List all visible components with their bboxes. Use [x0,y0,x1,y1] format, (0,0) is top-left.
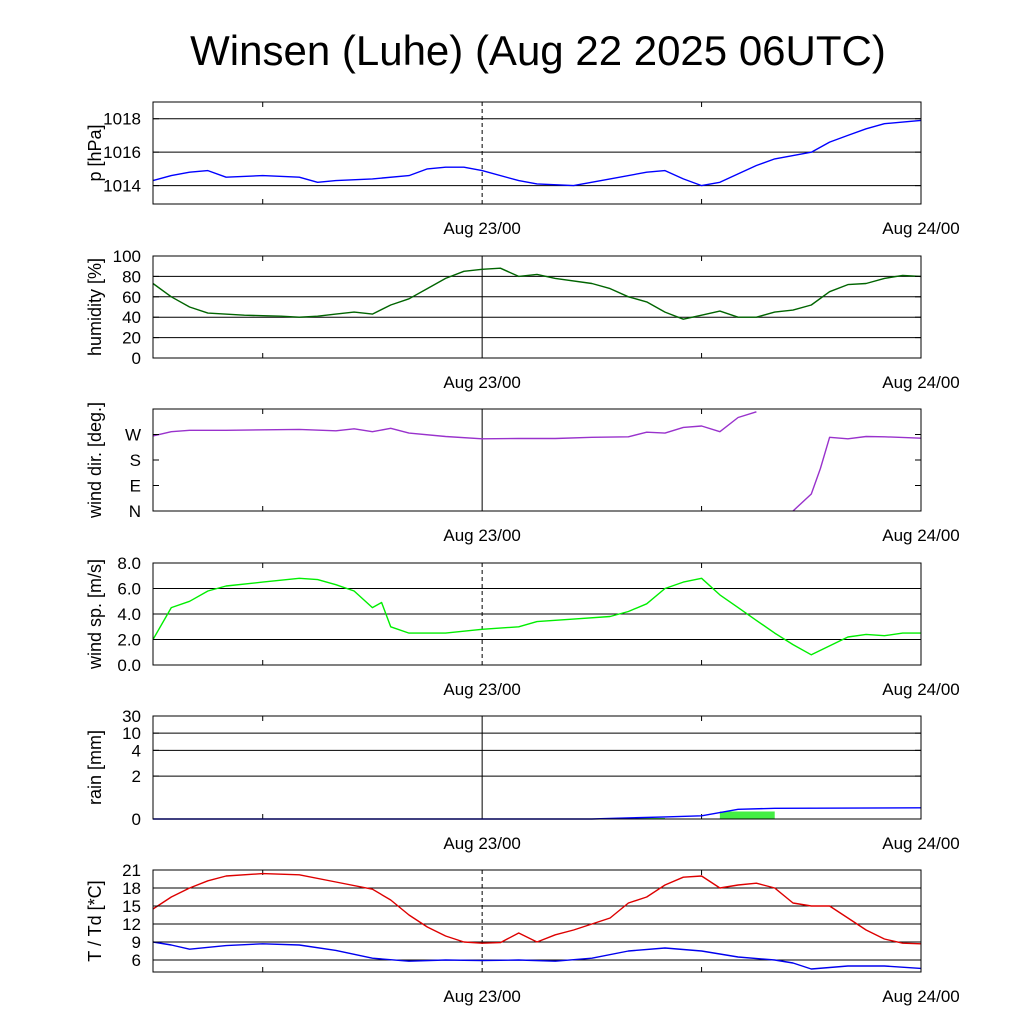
chart-title: Winsen (Luhe) (Aug 22 2025 06UTC) [190,27,886,74]
y-tick-label: N [129,502,141,521]
y-axis-label: p [hPa] [85,124,105,181]
y-tick-label: 4 [132,741,141,760]
y-tick-label: 0 [132,349,141,368]
y-tick-label: E [130,477,141,496]
x-tick-label: Aug 23/00 [443,526,521,545]
panel-3: 0.0 2.0 4.0 6.0 8.0 wind sp. [m/s] Aug 23/00 Au… [85,554,960,699]
x-tick-label: Aug 23/00 [443,834,521,853]
x-tick-label: Aug 24/00 [882,373,960,392]
series-line-0 [152,119,922,187]
y-axis-label: wind dir. [deg.] [85,402,105,519]
rain-bar [628,817,665,819]
x-tick-label: Aug 24/00 [882,987,960,1006]
y-tick-label: 100 [113,247,141,266]
x-tick-label: Aug 24/00 [882,526,960,545]
y-tick-label: 0 [132,810,141,829]
rain-bar [719,811,775,819]
y-tick-label: 18 [122,879,141,898]
x-tick-label: Aug 23/00 [443,373,521,392]
y-tick-label: 6 [132,951,141,970]
y-tick-label: 1014 [103,177,141,196]
y-tick-label: 4.0 [117,605,141,624]
y-tick-label: 30 [122,707,141,726]
series-line-0 [152,577,921,656]
y-tick-label: 2 [132,767,141,786]
y-tick-label: 9 [132,933,141,952]
x-tick-label: Aug 24/00 [882,219,960,238]
y-tick-label: S [130,451,141,470]
series-line-0 [152,267,922,320]
y-axis-label: humidity [%] [85,258,105,356]
y-tick-label: 80 [122,267,141,286]
x-tick-label: Aug 23/00 [443,987,521,1006]
y-tick-label: 0.0 [117,656,141,675]
x-tick-label: Aug 23/00 [443,219,521,238]
x-tick-label: Aug 24/00 [882,680,960,699]
y-tick-label: 15 [122,897,141,916]
y-tick-label: 1018 [103,110,141,129]
series-line-0 [152,411,757,440]
y-tick-label: 8.0 [117,554,141,573]
y-axis-label: rain [mm] [85,730,105,805]
y-tick-label: 40 [122,308,141,327]
y-tick-label: W [125,426,141,445]
y-tick-label: 21 [122,861,141,880]
y-axis-label: T / Td [*C] [85,880,105,961]
plot-frame [152,715,922,820]
y-tick-label: 1016 [103,143,141,162]
y-tick-label: 6.0 [117,580,141,599]
y-tick-label: 2.0 [117,631,141,650]
y-axis-label: wind sp. [m/s] [85,559,105,670]
y-tick-label: 60 [122,288,141,307]
series-line-0 [152,872,922,945]
plot-frame [152,255,922,359]
plot-frame [152,869,922,973]
y-tick-label: 10 [122,724,141,743]
y-tick-label: 12 [122,915,141,934]
series-line-1 [152,941,922,970]
y-tick-label: 20 [122,329,141,348]
plot-frame [152,101,922,205]
series-line-0 [792,435,922,512]
x-tick-label: Aug 24/00 [882,834,960,853]
x-tick-label: Aug 23/00 [443,680,521,699]
